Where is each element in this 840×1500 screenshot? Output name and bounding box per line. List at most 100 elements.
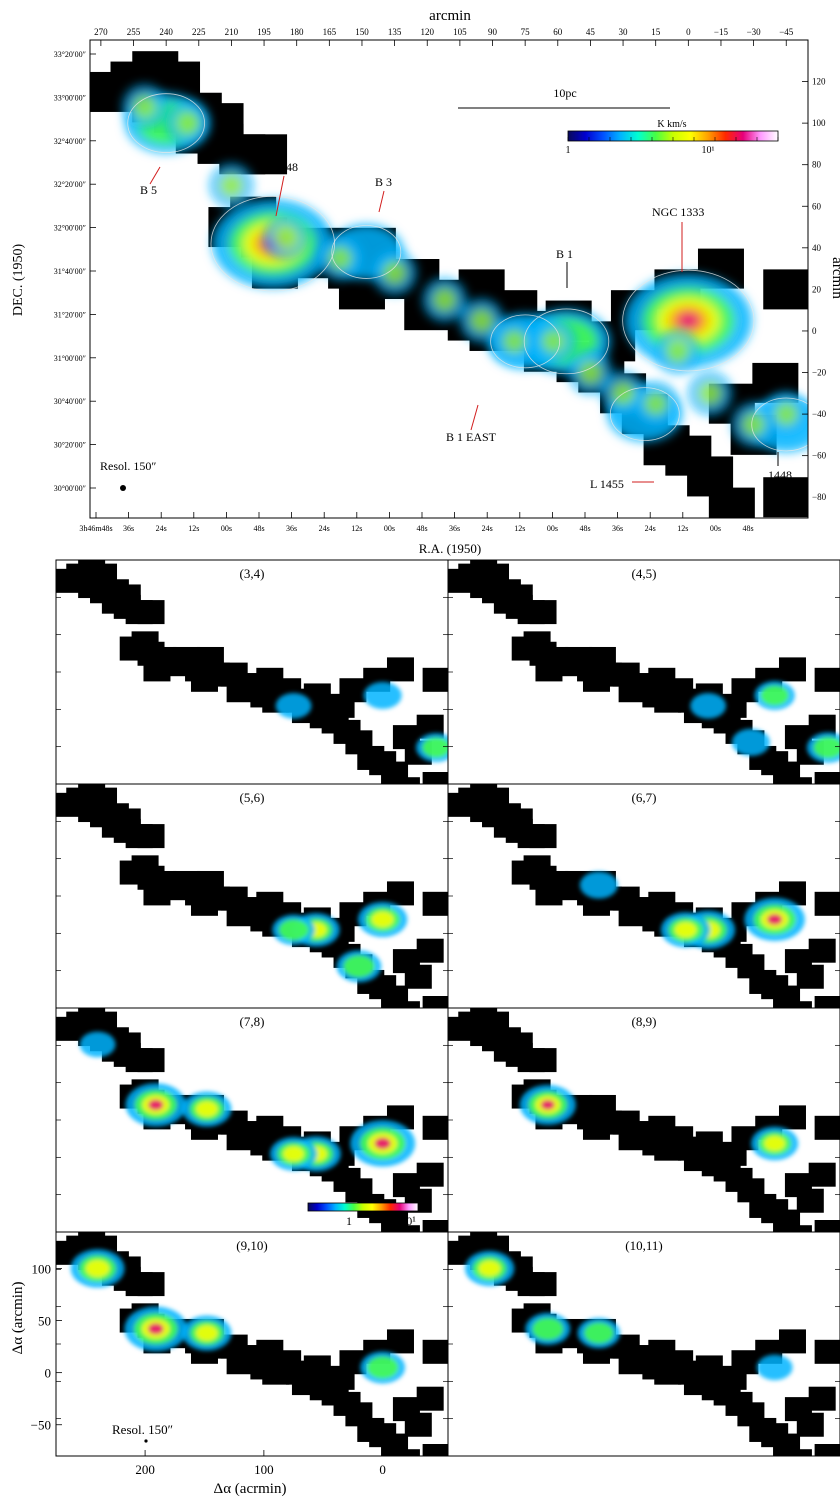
lower-x-tick-label: 200 (135, 1462, 155, 1477)
dec-tick-label: 32°40′00″ (54, 137, 86, 146)
panel-4-cell-3 (56, 1016, 82, 1041)
channel-panel-title: (10,11) (625, 1238, 662, 1253)
channel-panel-0: (3,4) (55, 559, 449, 785)
right-tick-label: 60 (812, 201, 822, 211)
right-tick-label: 100 (812, 118, 826, 128)
panel-5-cell-3 (448, 1016, 474, 1041)
top-axis-ticks: 270 255 240 225 210 195 180 165 150 135 120 105 90 75… (94, 27, 794, 46)
contour-0 (127, 93, 205, 153)
panel-1-cell-47 (814, 667, 840, 692)
panel-2-cell-11 (137, 824, 165, 849)
label-b3: B 3 (375, 175, 392, 189)
left-axis-label: DEC. (1950) (11, 244, 26, 317)
panel-6-cell-11 (137, 1272, 165, 1297)
panel-4-blob-3 (282, 1146, 305, 1162)
label-ngc1333: NGC 1333 (652, 205, 704, 219)
right-axis-label: arcmin (829, 257, 840, 299)
right-tick-label: 0 (812, 326, 817, 336)
panel-5-cell-46 (808, 1162, 836, 1187)
ridge-emission (122, 84, 808, 447)
dec-tick-label: 32°20′00″ (54, 180, 86, 189)
top-tick-label: 180 (290, 27, 304, 37)
panel-2-cell-3 (56, 792, 82, 817)
panel-0-cell-47 (422, 667, 448, 692)
panel-1-cell-37 (731, 678, 759, 703)
panel-7-cell-45 (796, 1412, 824, 1437)
ra-tick-label: 00s (710, 524, 721, 533)
panel-7-cell-49 (784, 1449, 812, 1456)
right-tick-label: −60 (812, 451, 827, 461)
panel-0-blob-0 (363, 681, 402, 710)
contour-2 (331, 225, 402, 279)
lower-y-tick-label: 100 (32, 1261, 52, 1276)
panel-3-emission (579, 871, 805, 950)
panel-6-emission (70, 1249, 406, 1384)
channel-panel-title: (3,4) (240, 566, 265, 581)
panel-3-cell-47 (814, 891, 840, 916)
panel-6-blob-3 (366, 1356, 399, 1379)
channel-panels: (3,4) (4,5) (5,6) (6,7) (7,8) (8,9) (9,10) (10,… (55, 559, 840, 1457)
panel-7-blob-3 (756, 1354, 793, 1381)
ra-tick-label: 36s (449, 524, 460, 533)
panel-3-cell-11 (529, 824, 557, 849)
panel-2-blob-3 (278, 919, 309, 941)
top-tick-label: 195 (257, 27, 271, 37)
top-axis-label: arcmin (429, 8, 471, 24)
panel-5-cell-48 (814, 1220, 840, 1232)
panel-4-cell-48 (422, 1220, 448, 1232)
panel-1-cell-43 (778, 657, 806, 682)
panel-5-cell-32 (695, 1131, 723, 1156)
ra-tick-label: 36s (286, 524, 297, 533)
panel-6-cell-47 (422, 1339, 448, 1364)
panel-4-blob-1 (195, 1101, 218, 1117)
panel-1-cell-11 (529, 600, 557, 625)
channel-panel-title: (6,7) (632, 790, 657, 805)
coverage-cell-49 (708, 487, 755, 518)
panel-4-emission (79, 1031, 416, 1172)
panel-0-blob-2 (275, 693, 312, 719)
panel-0-cell-11 (137, 600, 165, 625)
panel-5-emission (519, 1084, 799, 1161)
colorbar-title: K km/s (657, 119, 686, 130)
lower-axes: 100 50 0 −50 200 100 0 Δα (arcmin) Δα (acrmin… (10, 1202, 419, 1497)
top-tick-label: 105 (453, 27, 467, 37)
panel-6-cell-49 (392, 1449, 420, 1456)
dec-tick-label: 32°00′00″ (54, 224, 86, 233)
top-tick-label: 15 (651, 27, 661, 37)
panel-7-blob-1 (532, 1317, 564, 1341)
panel-1-cell-48 (814, 772, 840, 784)
ra-tick-label: 00s (547, 524, 558, 533)
dec-tick-label: 30°20′00″ (54, 441, 86, 450)
panel-2-cell-48 (422, 996, 448, 1008)
top-tick-label: 30 (619, 27, 629, 37)
panel-4-cell-11 (137, 1048, 165, 1073)
panel-0-cell-3 (56, 568, 82, 593)
right-tick-label: −80 (812, 492, 827, 502)
panel-4-blob-5 (79, 1031, 116, 1058)
panel-2-blob-1 (371, 911, 394, 928)
colorbar-max-label: 10¹ (702, 145, 715, 156)
ra-tick-label: 48s (416, 524, 427, 533)
top-tick-label: 225 (192, 27, 206, 37)
ra-tick-label: 48s (742, 524, 753, 533)
channel-panel-1: (4,5) (447, 559, 840, 785)
panel-3-cell-49 (784, 1001, 812, 1008)
top-tick-label: 165 (323, 27, 337, 37)
channel-panel-2: (5,6) (55, 783, 449, 1009)
panel-7-cell-32 (695, 1355, 723, 1380)
dec-tick-label: 33°00′00″ (54, 93, 86, 102)
panel-colorbar-max-label: 10¹ (400, 1214, 416, 1228)
panel-7-blob-2 (583, 1322, 614, 1344)
label-l1455: L 1455 (590, 477, 624, 491)
scale-bar-label: 10pc (553, 86, 576, 100)
panel-4-blob-4 (374, 1137, 391, 1150)
top-tick-label: 240 (159, 27, 173, 37)
label-ic348: IC 348 (265, 160, 298, 174)
contour-4 (490, 314, 561, 369)
panel-7-cell-46 (808, 1386, 836, 1411)
top-tick-label: 120 (420, 27, 434, 37)
pointer-b3 (378, 190, 385, 213)
top-tick-label: 45 (586, 27, 596, 37)
contour-3 (523, 308, 610, 375)
channel-panel-title: (7,8) (240, 1014, 265, 1029)
